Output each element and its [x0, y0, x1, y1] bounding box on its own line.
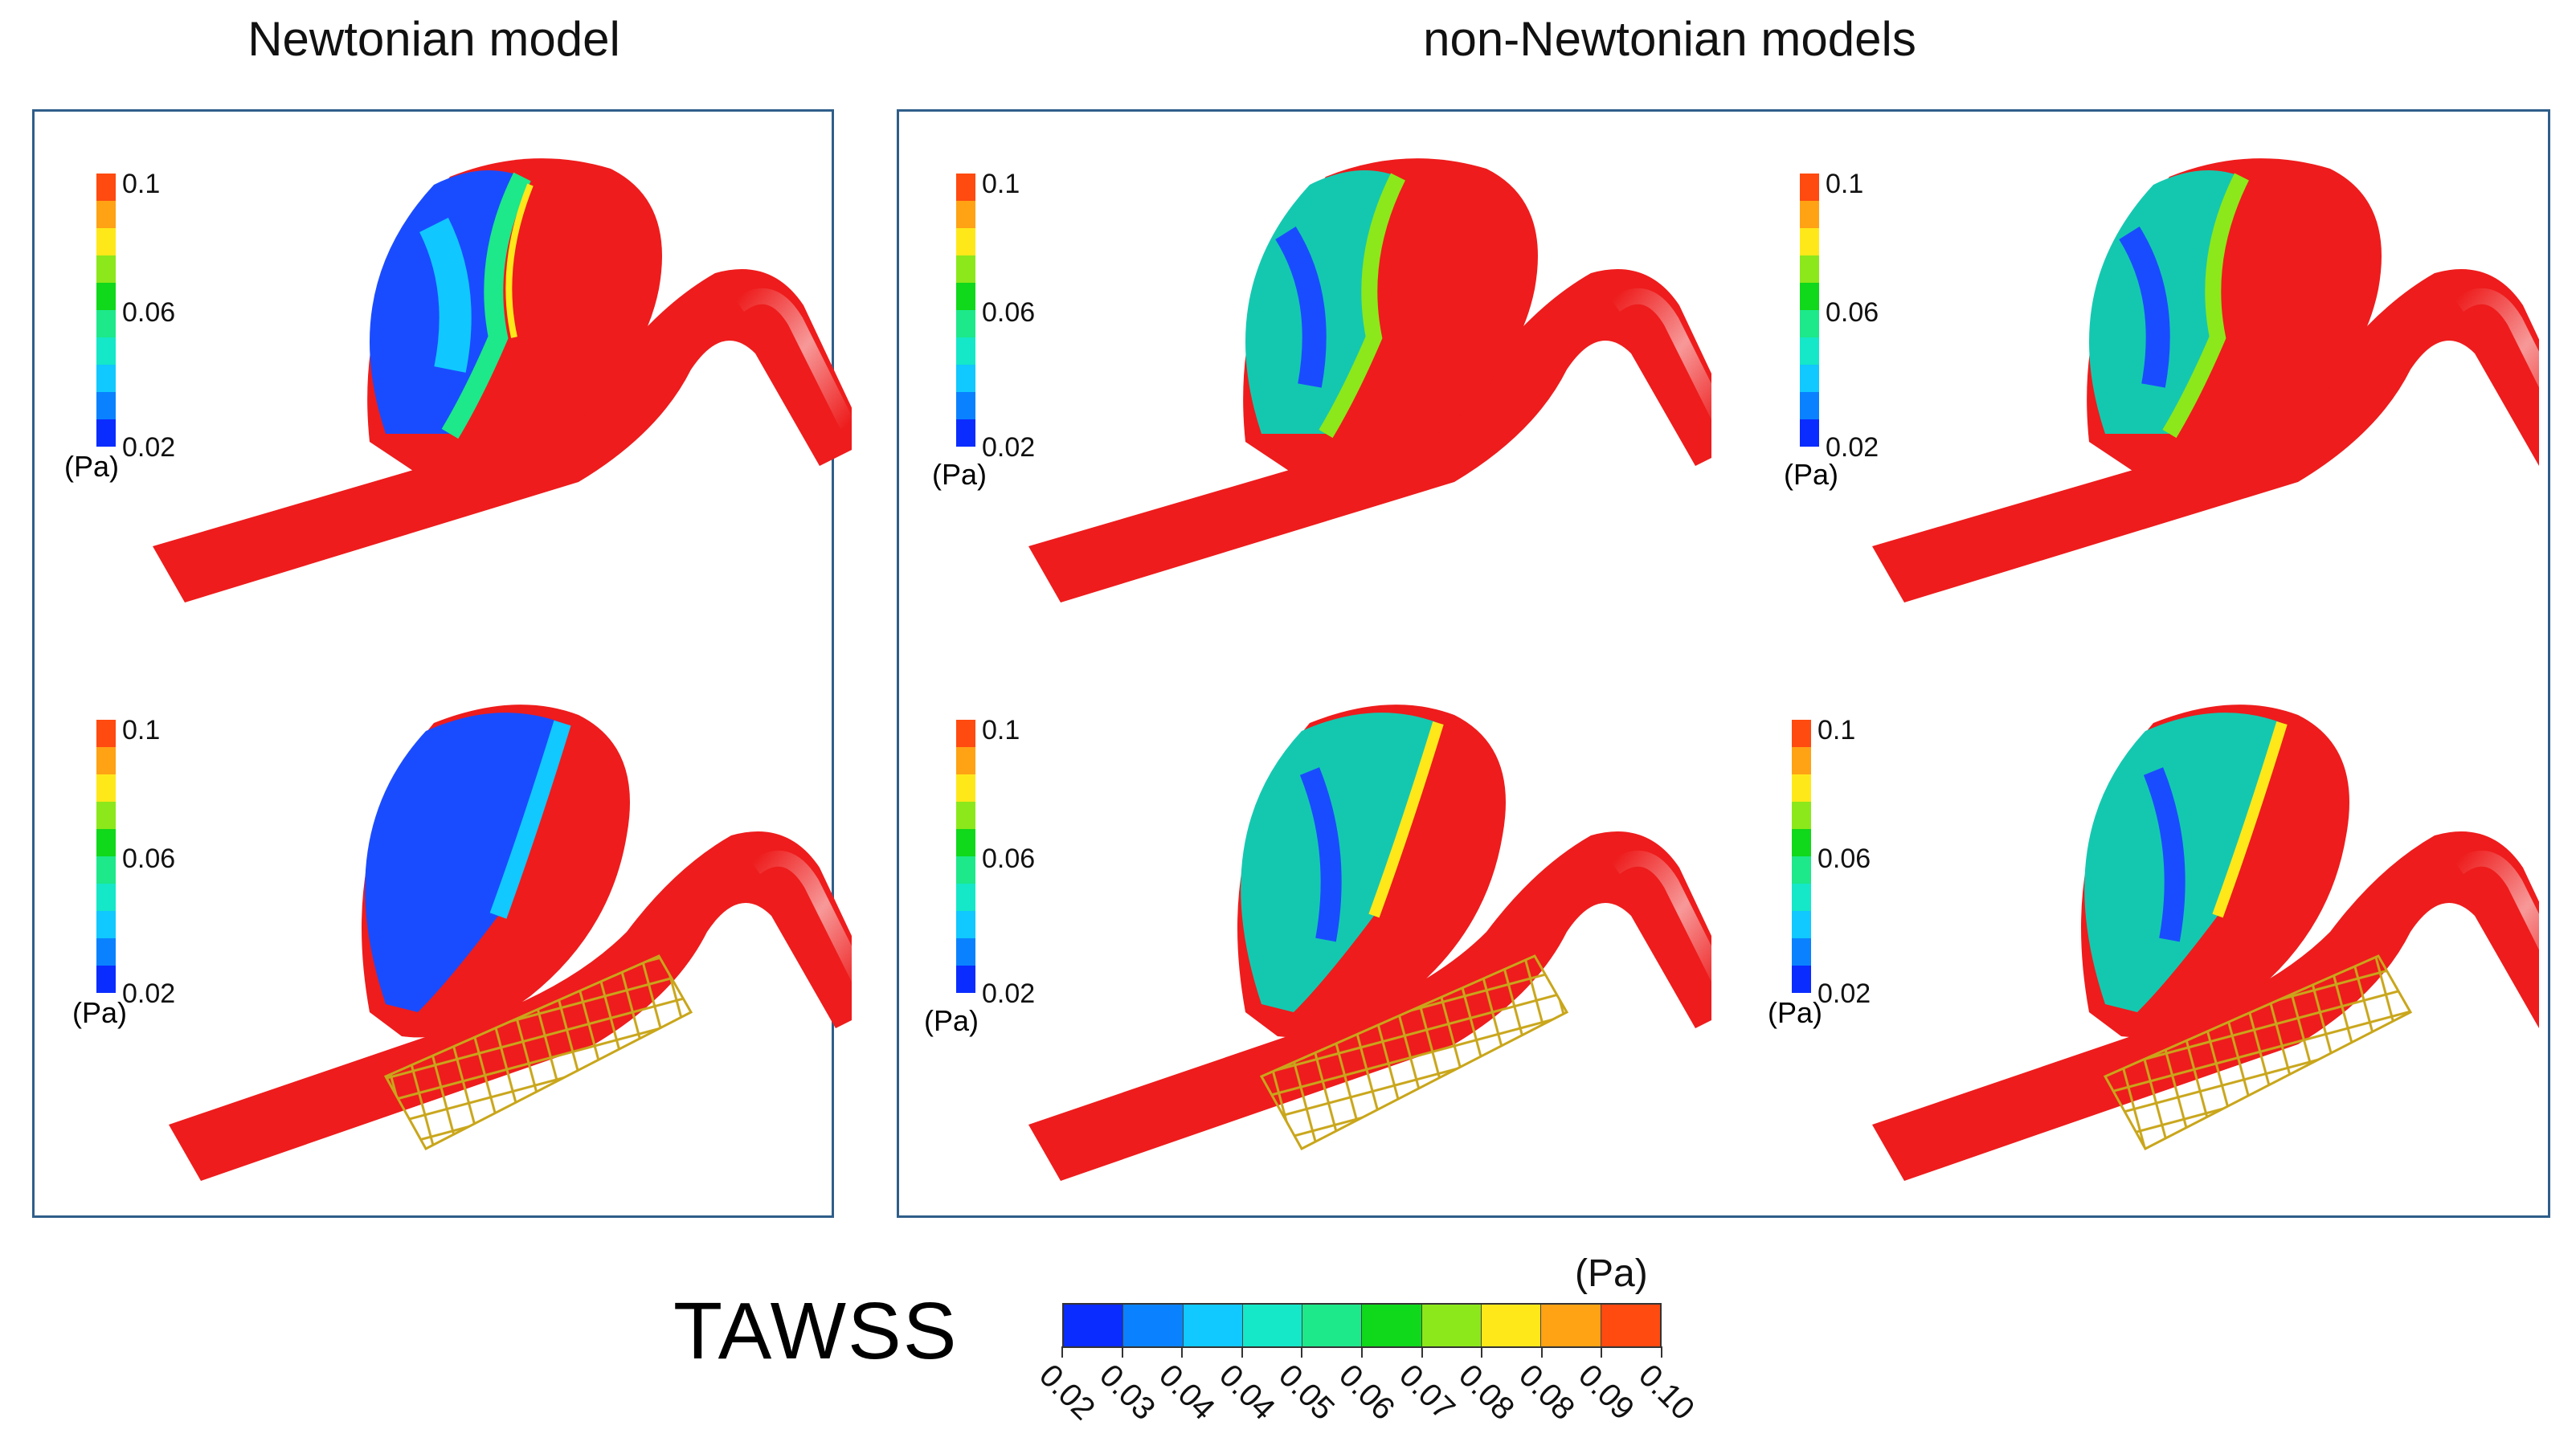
colorbar-swatch [1421, 1305, 1482, 1346]
tawss-colorbar [1062, 1303, 1662, 1348]
legend-min-label: 0.02 [1826, 432, 1879, 463]
colorbar-swatch [1242, 1305, 1303, 1346]
colorbar-tick-mark [1421, 1346, 1423, 1358]
colorbar-tick-mark [1121, 1346, 1123, 1358]
legend-unit-label: (Pa) [932, 458, 987, 491]
panel-non-newtonian-2-untreated: 0.1 0.06 0.02 (Pa) [1736, 129, 2539, 659]
colorbar-tick-mark [1181, 1346, 1184, 1358]
colorbar-tick-label: 0.02 [1032, 1358, 1102, 1428]
colorbar-tick-mark [1361, 1346, 1363, 1358]
colorbar-tick-mark [1601, 1346, 1603, 1358]
panel-color-legend: 0.1 0.06 0.02 [1776, 153, 1904, 490]
legend-max-label: 0.1 [122, 715, 161, 745]
colorbar-tick-label: 0.05 [1272, 1358, 1342, 1428]
aneurysm-model-image [1872, 158, 2539, 602]
colorbar-tick-label: 0.09 [1572, 1358, 1642, 1428]
legend-bar [956, 720, 975, 993]
colorbar-tick-mark [1061, 1346, 1063, 1358]
legend-unit-label: (Pa) [924, 1004, 979, 1037]
legend-max-label: 0.1 [982, 715, 1020, 745]
legend-bar [1792, 720, 1811, 993]
colorbar-tick-label: 0.10 [1631, 1358, 1702, 1428]
colorbar-tick-mark [1481, 1346, 1483, 1358]
colorbar-swatch [1183, 1305, 1243, 1346]
newtonian-frame [32, 109, 834, 1218]
legend-bar [96, 174, 116, 447]
colorbar-tick-label: 0.07 [1392, 1358, 1462, 1428]
aneurysm-model-image [1028, 705, 1711, 1181]
legend-max-label: 0.1 [1818, 715, 1856, 745]
colorbar-swatch [1601, 1305, 1660, 1346]
aneurysm-model-image [1872, 705, 2539, 1181]
legend-bar [956, 174, 975, 447]
newtonian-model-heading: Newtonian model [247, 12, 620, 66]
legend-min-label: 0.02 [982, 978, 1036, 1009]
colorbar-tick-mark [1661, 1346, 1662, 1358]
legend-min-label: 0.02 [982, 432, 1036, 463]
colorbar-unit-label: (Pa) [1575, 1252, 1648, 1295]
panel-newtonian-untreated: 0.1 0.06 0.02 (Pa) [48, 129, 852, 659]
colorbar-swatch [1064, 1305, 1124, 1346]
panel-color-legend: 0.1 0.06 0.02 [72, 153, 201, 490]
panel-color-legend: 0.1 0.06 0.02 [72, 699, 201, 1036]
panel-color-legend: 0.1 0.06 0.02 [1768, 699, 1896, 1036]
legend-mid-label: 0.06 [1818, 843, 1871, 874]
colorbar-swatch [1123, 1305, 1184, 1346]
colorbar-tick-label: 0.04 [1212, 1358, 1282, 1428]
legend-bar [1800, 174, 1819, 447]
aneurysm-model-image [153, 158, 852, 602]
panel-non-newtonian-1-untreated: 0.1 0.06 0.02 (Pa) [908, 129, 1711, 659]
legend-unit-label: (Pa) [1768, 996, 1823, 1029]
colorbar-swatch [1541, 1305, 1601, 1346]
panel-color-legend: 0.1 0.06 0.02 [932, 699, 1061, 1036]
aneurysm-model-image [169, 705, 852, 1181]
non-newtonian-models-heading: non-Newtonian models [1423, 12, 1916, 66]
tawss-title: TAWSS [673, 1286, 959, 1376]
colorbar-tick-label: 0.03 [1092, 1358, 1162, 1428]
non-newtonian-frame [897, 109, 2550, 1218]
legend-min-label: 0.02 [122, 432, 176, 463]
colorbar-swatch [1302, 1305, 1363, 1346]
colorbar-swatch [1482, 1305, 1542, 1346]
legend-min-label: 0.02 [122, 978, 176, 1009]
panel-non-newtonian-1-stented: 0.1 0.06 0.02 (Pa) [908, 675, 1711, 1205]
legend-unit-label: (Pa) [1784, 458, 1839, 491]
colorbar-tick-label: 0.08 [1511, 1358, 1581, 1428]
panel-newtonian-stented: 0.1 0.06 0.02 (Pa) [48, 675, 852, 1205]
legend-min-label: 0.02 [1818, 978, 1871, 1009]
legend-unit-label: (Pa) [64, 450, 120, 483]
colorbar-tick-label: 0.04 [1152, 1358, 1222, 1428]
panel-color-legend: 0.1 0.06 0.02 [932, 153, 1061, 490]
colorbar-tick-mark [1241, 1346, 1243, 1358]
legend-mid-label: 0.06 [1826, 297, 1879, 328]
legend-max-label: 0.1 [982, 169, 1020, 199]
legend-max-label: 0.1 [122, 169, 161, 199]
legend-mid-label: 0.06 [982, 297, 1036, 328]
colorbar-tick-mark [1540, 1346, 1543, 1358]
legend-unit-label: (Pa) [72, 996, 128, 1029]
legend-mid-label: 0.06 [122, 843, 176, 874]
aneurysm-model-image [1028, 158, 1711, 602]
colorbar-swatch [1362, 1305, 1422, 1346]
panel-non-newtonian-2-stented: 0.1 0.06 0.02 (Pa) [1736, 675, 2539, 1205]
colorbar-tick-mark [1301, 1346, 1303, 1358]
legend-max-label: 0.1 [1826, 169, 1864, 199]
legend-bar [96, 720, 116, 993]
legend-mid-label: 0.06 [982, 843, 1036, 874]
colorbar-tick-label: 0.06 [1331, 1358, 1402, 1428]
legend-mid-label: 0.06 [122, 297, 176, 328]
colorbar-tick-label: 0.08 [1452, 1358, 1522, 1428]
